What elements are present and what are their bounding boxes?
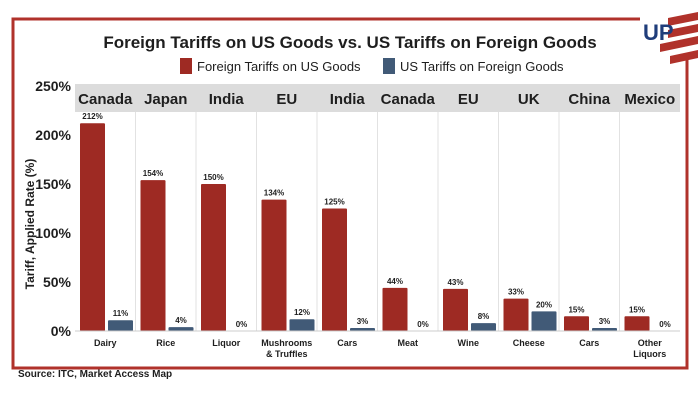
bar-foreign-tariff: [382, 287, 408, 331]
country-label: EU: [458, 91, 479, 108]
logo: UP: [640, 8, 698, 64]
bar-us-tariff: [531, 311, 557, 331]
country-label: China: [568, 91, 610, 108]
bar-us-tariff: [168, 327, 194, 331]
chart-marks: 0% 50% 100% 150% 200% 250% Canada Dairy 212% 11% J…: [35, 78, 680, 359]
data-label: 12%: [294, 308, 310, 317]
bar-foreign-tariff: [503, 298, 529, 331]
bar-us-tariff: [350, 328, 375, 331]
legend-swatch-foreign: [180, 58, 192, 74]
category-label: Cars: [337, 338, 357, 348]
category-label: Wine: [458, 338, 479, 348]
y-tick-label: 150%: [35, 176, 71, 192]
data-label: 134%: [264, 189, 284, 198]
country-label: Canada: [381, 91, 436, 108]
data-label: 125%: [324, 198, 344, 207]
category-label: Liquor: [212, 338, 240, 348]
country-label: EU: [276, 91, 297, 108]
category-label: Dairy: [94, 338, 117, 348]
y-tick-label: 100%: [35, 225, 71, 241]
bar-us-tariff: [471, 323, 496, 331]
bar-us-tariff: [289, 319, 315, 331]
data-label: 0%: [236, 320, 248, 329]
category-label: Other: [638, 338, 663, 348]
bar-us-tariff: [592, 328, 617, 331]
category-label: Rice: [156, 338, 175, 348]
legend: Foreign Tariffs on US Goods US Tariffs o…: [180, 58, 564, 74]
y-tick-label: 200%: [35, 127, 71, 143]
country-label: Mexico: [624, 91, 675, 108]
category-label: & Truffles: [266, 349, 308, 359]
country-header-band: [75, 84, 680, 112]
logo-text: UP: [643, 20, 674, 45]
data-label: 3%: [599, 317, 611, 326]
chart-title: Foreign Tariffs on US Goods vs. US Tarif…: [103, 33, 596, 52]
bar-foreign-tariff: [443, 288, 468, 331]
chart-frame: [11, 17, 689, 370]
data-label: 20%: [536, 300, 552, 309]
category-label: Mushrooms: [261, 338, 312, 348]
bar-foreign-tariff: [564, 316, 589, 331]
category-label: Cheese: [513, 338, 545, 348]
data-label: 44%: [387, 277, 403, 286]
bar-foreign-tariff: [201, 184, 226, 331]
country-label: Japan: [144, 91, 187, 108]
data-label: 3%: [357, 317, 369, 326]
category-label: Cars: [579, 338, 599, 348]
legend-swatch-us: [383, 58, 395, 74]
data-label: 33%: [508, 288, 524, 297]
bar-foreign-tariff: [624, 316, 650, 331]
legend-label-foreign: Foreign Tariffs on US Goods: [197, 59, 361, 74]
bar-foreign-tariff: [80, 123, 105, 332]
category-label: Liquors: [633, 349, 666, 359]
data-label: 0%: [659, 320, 671, 329]
country-label: UK: [518, 91, 540, 108]
data-label: 154%: [143, 169, 163, 178]
data-label: 150%: [203, 173, 223, 182]
data-label: 8%: [478, 312, 490, 321]
data-label: 11%: [113, 309, 129, 318]
legend-label-us: US Tariffs on Foreign Goods: [400, 59, 564, 74]
data-label: 0%: [417, 320, 429, 329]
category-label: Meat: [397, 338, 418, 348]
source-note: Source: ITC, Market Access Map: [18, 369, 172, 380]
data-label: 15%: [568, 305, 584, 314]
country-label: Canada: [78, 91, 133, 108]
bar-us-tariff: [108, 320, 133, 331]
data-label: 43%: [447, 278, 463, 287]
y-tick-label: 0%: [51, 323, 72, 339]
country-label: India: [330, 91, 366, 108]
data-label: 15%: [629, 305, 645, 314]
country-label: India: [209, 91, 245, 108]
data-label: 4%: [175, 316, 187, 325]
data-label: 212%: [82, 112, 102, 121]
bar-foreign-tariff: [140, 180, 166, 331]
y-tick-label: 50%: [43, 274, 72, 290]
y-axis-label: Tariff, Applied Rate (%): [23, 159, 37, 290]
bar-foreign-tariff: [322, 208, 347, 331]
y-tick-label: 250%: [35, 78, 71, 94]
bar-foreign-tariff: [261, 199, 287, 331]
